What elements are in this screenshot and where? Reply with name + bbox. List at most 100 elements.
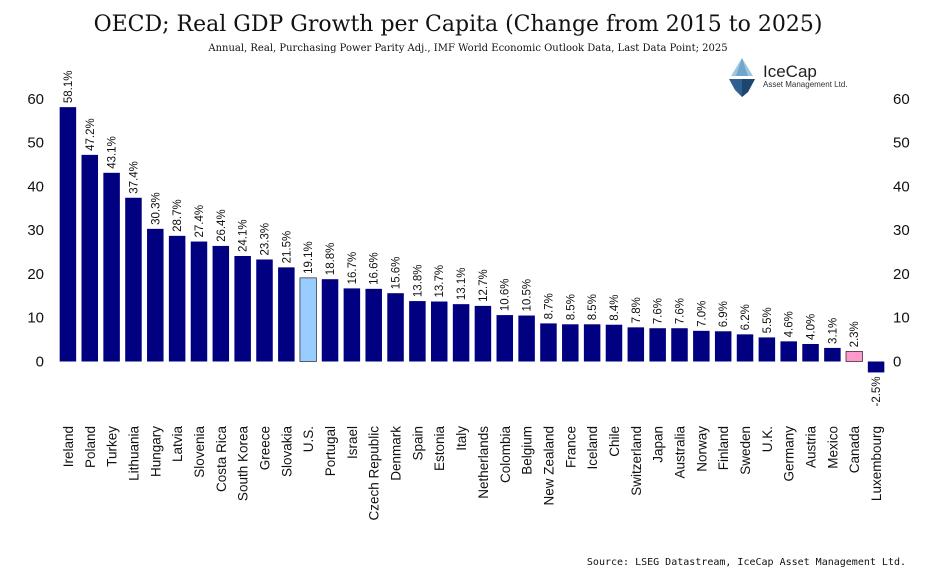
category-label-luxembourg: Luxembourg xyxy=(869,426,884,501)
data-label-norway: 7.0% xyxy=(696,301,708,327)
bar-sweden xyxy=(736,334,754,362)
data-label-portugal: 18.8% xyxy=(325,243,337,276)
bar-poland xyxy=(81,154,99,362)
category-label-sweden: Sweden xyxy=(738,426,753,475)
category-label-netherlands: Netherlands xyxy=(476,426,491,499)
category-label-lithuania: Lithuania xyxy=(126,426,141,481)
logo-tagline: Asset Management Ltd. xyxy=(763,80,848,89)
data-label-u-k: 5.5% xyxy=(762,307,774,333)
bar-estonia xyxy=(430,301,448,362)
data-label-u-s: 19.1% xyxy=(303,241,315,274)
data-label-hungary: 30.3% xyxy=(150,192,162,225)
data-label-colombia: 10.6% xyxy=(500,278,512,311)
data-label-czech-republic: 16.6% xyxy=(369,252,381,285)
data-label-luxembourg: -2.5% xyxy=(871,376,883,406)
data-label-latvia: 28.7% xyxy=(172,199,184,232)
category-label-mexico: Mexico xyxy=(825,426,840,469)
y-tick-right-60: 60 xyxy=(893,91,910,108)
data-label-south-korea: 24.1% xyxy=(238,219,250,252)
iceberg-icon xyxy=(729,58,755,97)
data-label-slovenia: 27.4% xyxy=(194,205,206,238)
y-tick-left-40: 40 xyxy=(27,178,44,195)
y-tick-right-10: 10 xyxy=(893,310,910,327)
data-label-costa-rica: 26.4% xyxy=(216,209,228,242)
category-label-israel: Israel xyxy=(345,426,360,459)
bar-belgium xyxy=(518,315,535,362)
bar-france xyxy=(562,324,579,362)
bar-turkey xyxy=(103,172,120,362)
chart-title: OECD; Real GDP Growth per Capita (Change… xyxy=(94,12,823,37)
bar-germany xyxy=(780,341,797,362)
bar-south-korea xyxy=(234,255,251,362)
category-label-slovakia: Slovakia xyxy=(279,426,294,478)
y-axis-left: 0 10 20 30 40 50 60 xyxy=(27,91,44,371)
bar-canada xyxy=(845,351,863,362)
data-labels: 58.1% 47.2% 43.1% 37.4% 30.3% 28.7% 27.4% 26.4%… xyxy=(63,71,883,407)
y-tick-right-40: 40 xyxy=(893,178,910,195)
bar-iceland xyxy=(583,324,601,362)
data-label-israel: 16.7% xyxy=(347,252,359,285)
logo-name: IceCap xyxy=(763,62,817,81)
data-label-turkey: 43.1% xyxy=(107,136,119,169)
category-label-italy: Italy xyxy=(454,426,469,451)
data-label-belgium: 10.5% xyxy=(522,279,534,312)
y-tick-right-0: 0 xyxy=(893,354,901,371)
category-label-turkey: Turkey xyxy=(105,426,120,467)
data-label-japan: 7.6% xyxy=(653,298,665,324)
data-label-iceland: 8.5% xyxy=(587,294,599,320)
bar-switzerland xyxy=(627,327,645,362)
category-label-south-korea: South Korea xyxy=(236,426,251,502)
data-label-finland: 6.9% xyxy=(718,301,730,327)
bar-series xyxy=(59,107,885,373)
bar-slovenia xyxy=(190,241,208,362)
category-label-australia: Australia xyxy=(673,426,688,479)
data-label-ireland: 58.1% xyxy=(63,71,75,104)
data-label-denmark: 15.6% xyxy=(391,257,403,290)
category-label-canada: Canada xyxy=(847,426,862,474)
data-label-greece: 23.3% xyxy=(260,223,272,256)
bar-spain xyxy=(409,301,426,362)
category-label-costa-rica: Costa Rica xyxy=(214,426,229,493)
category-label-latvia: Latvia xyxy=(170,426,185,463)
bar-costa-rica xyxy=(212,245,230,362)
bar-japan xyxy=(649,328,666,362)
category-label-u-s: U.S. xyxy=(301,426,316,452)
bar-greece xyxy=(256,259,273,362)
data-label-switzerland: 7.8% xyxy=(631,297,643,323)
data-label-netherlands: 12.7% xyxy=(478,269,490,302)
category-label-denmark: Denmark xyxy=(389,426,404,481)
bar-netherlands xyxy=(474,305,492,362)
bar-italy xyxy=(452,304,470,362)
data-label-slovakia: 21.5% xyxy=(281,231,293,264)
category-label-finland: Finland xyxy=(716,426,731,470)
category-label-czech-republic: Czech Republic xyxy=(367,426,382,521)
y-tick-left-60: 60 xyxy=(27,91,44,108)
bar-australia xyxy=(671,328,688,362)
data-label-new-zealand: 8.7% xyxy=(543,293,555,319)
bar-austria xyxy=(802,343,819,362)
category-label-portugal: Portugal xyxy=(323,426,338,476)
y-tick-left-30: 30 xyxy=(27,222,44,239)
chart-subtitle: Annual, Real, Purchasing Power Parity Ad… xyxy=(207,43,727,54)
bar-israel xyxy=(343,288,361,362)
source-note: Source: LSEG Datastream, IceCap Asset Ma… xyxy=(587,557,906,568)
category-labels: Ireland Poland Turkey Lithuania Hungary Latvi… xyxy=(61,426,884,521)
data-label-germany: 4.6% xyxy=(784,311,796,337)
icecap-logo: IceCap Asset Management Ltd. xyxy=(729,58,848,97)
category-label-austria: Austria xyxy=(804,426,819,469)
data-label-estonia: 13.7% xyxy=(434,265,446,298)
data-label-canada: 2.3% xyxy=(849,321,861,347)
category-label-colombia: Colombia xyxy=(498,426,513,484)
bar-hungary xyxy=(147,228,164,362)
category-label-germany: Germany xyxy=(782,426,797,482)
bar-colombia xyxy=(496,315,514,362)
bar-chile xyxy=(605,324,623,362)
category-label-iceland: Iceland xyxy=(585,426,600,470)
data-label-lithuania: 37.4% xyxy=(128,161,140,194)
y-axis-right: 0 10 20 30 40 50 60 xyxy=(893,91,910,371)
bar-finland xyxy=(714,331,732,362)
bar-lithuania xyxy=(125,197,142,362)
bar-u-k xyxy=(758,337,776,362)
category-label-hungary: Hungary xyxy=(148,426,163,477)
